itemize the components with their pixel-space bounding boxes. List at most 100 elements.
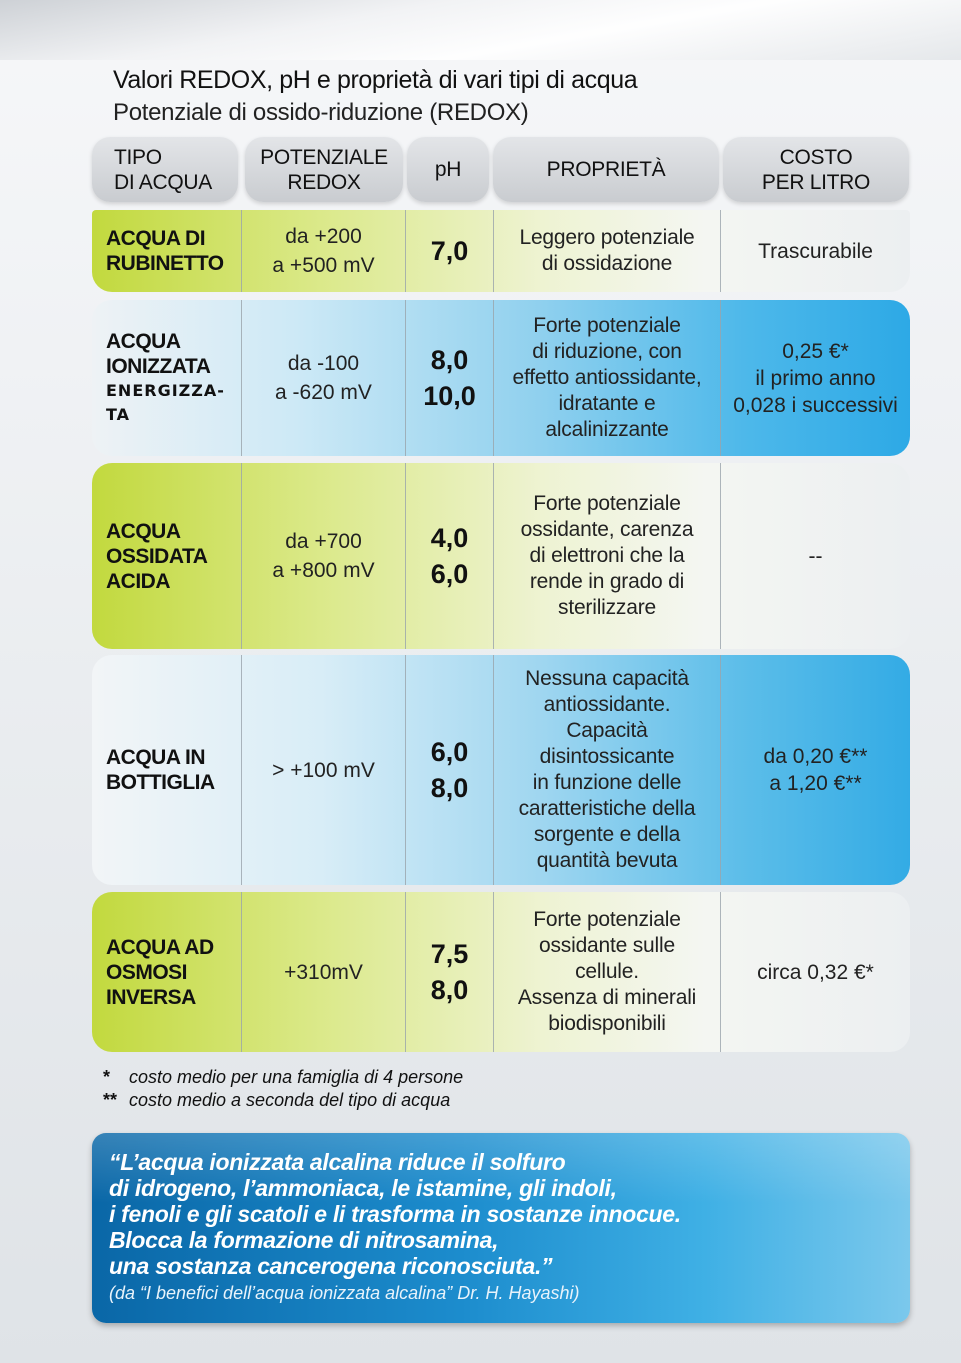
cell-type: ACQUA AD OSMOSI INVERSA xyxy=(106,892,241,1052)
header-type: TIPO DI ACQUA xyxy=(92,137,238,202)
cell-properties: Nessuna capacità antiossidante. Capacità di… xyxy=(494,655,720,885)
cell-properties-line: rende in grado di xyxy=(529,570,685,593)
header-prop-label: PROPRIETÀ xyxy=(546,158,666,181)
cell-properties-line: alcalinizzante xyxy=(545,418,669,441)
header-type-line2: DI ACQUA xyxy=(114,170,212,194)
cell-properties-line: ossidante sulle xyxy=(539,934,675,957)
cell-properties-line: Forte potenziale xyxy=(533,908,681,931)
column-divider xyxy=(720,463,721,649)
cell-cost-line: da 0,20 €** xyxy=(763,745,868,768)
column-divider xyxy=(493,655,494,885)
footnote-mark: ** xyxy=(103,1090,118,1110)
cell-cost-line: il primo anno xyxy=(755,366,876,390)
cell-ph: 8,0 10,0 xyxy=(406,300,493,456)
cell-cost-line: circa 0,32 €* xyxy=(757,960,874,984)
cell-cost: circa 0,32 €* xyxy=(721,892,910,1052)
cell-properties-line: di elettroni che la xyxy=(529,544,685,567)
cell-properties-line: di riduzione, con xyxy=(532,340,682,363)
cell-cost-line: 0,028 i successivi xyxy=(733,393,898,417)
cell-ph-line: 6,0 xyxy=(430,737,469,767)
footnote-mark: * xyxy=(103,1067,111,1087)
cell-redox-line: da +200 xyxy=(285,225,362,248)
footnote-text: costo medio per una famiglia di 4 person… xyxy=(129,1067,464,1087)
column-divider xyxy=(241,463,242,649)
cell-ph: 7,5 8,0 xyxy=(406,892,493,1052)
table-row: ACQUA IONIZZATA ENERGIZZA- TA da -100 a -620 … xyxy=(92,300,910,456)
cell-redox-line: a +500 mV xyxy=(272,254,375,277)
quote-text: “L’acqua ionizzata alcalina riduce il so… xyxy=(109,1149,681,1279)
cell-type-line: IONIZZATA xyxy=(106,355,211,378)
cell-ph-line: 8,0 xyxy=(430,975,469,1005)
row-background xyxy=(92,210,910,292)
column-divider xyxy=(493,210,494,292)
column-divider xyxy=(720,300,721,456)
footnote-1: * costo medio per una famiglia di 4 perso… xyxy=(103,1066,463,1089)
cell-properties-line: Capacità xyxy=(566,719,648,742)
cell-redox-line: > +100 mV xyxy=(272,758,375,782)
cell-properties-line: Leggero potenziale xyxy=(519,226,695,249)
header-prop: PROPRIETÀ xyxy=(493,137,719,202)
cell-properties-line: sterilizzare xyxy=(558,596,656,619)
footnote-2: ** costo medio a seconda del tipo di acqu… xyxy=(103,1089,463,1112)
row-background xyxy=(92,655,910,885)
table-row: ACQUA IN BOTTIGLIA > +100 mV 6,0 8,0 Nessuna … xyxy=(92,655,910,885)
column-divider xyxy=(405,463,406,649)
cell-properties-line: Assenza di minerali xyxy=(517,986,697,1009)
quote-line: “L’acqua ionizzata alcalina riduce il so… xyxy=(109,1149,566,1175)
header-redox-line1: POTENZIALE xyxy=(260,145,388,169)
cell-cost-line: a 1,20 €** xyxy=(769,772,862,795)
cell-type: ACQUA DI RUBINETTO xyxy=(106,210,241,292)
quote-line: una sostanza cancerogena riconosciuta.” xyxy=(109,1253,553,1279)
cell-type-line: ACQUA AD xyxy=(106,935,214,959)
quote-line: di idrogeno, l’ammoniaca, le istamine, g… xyxy=(109,1175,617,1201)
cell-ph-line: 7,0 xyxy=(430,236,469,266)
cell-cost: Trascurabile xyxy=(721,210,910,292)
footnotes: * costo medio per una famiglia di 4 perso… xyxy=(103,1066,463,1112)
cell-properties: Forte potenziale ossidante sulle cellule. A… xyxy=(494,892,720,1052)
column-divider xyxy=(493,892,494,1052)
cell-redox: +310mV xyxy=(242,892,405,1052)
header-type-line1: TIPO xyxy=(114,145,162,169)
cell-type-line: INVERSA xyxy=(106,985,196,1009)
cell-redox-line: da +700 xyxy=(285,530,362,553)
cell-properties-line: effetto antiossidante, xyxy=(512,366,702,389)
cell-cost: 0,25 €* il primo anno 0,028 i successivi xyxy=(721,300,910,456)
cell-redox-line: +310mV xyxy=(284,960,363,984)
cell-type-line: ACIDA xyxy=(106,569,171,593)
table-row: ACQUA OSSIDATA ACIDA da +700 a +800 mV 4,0 6,0… xyxy=(92,463,910,649)
cell-cost-line: Trascurabile xyxy=(758,239,873,263)
cell-properties-line: cellule. xyxy=(575,960,639,983)
cell-type-line: ACQUA IN xyxy=(106,746,206,769)
table-row: ACQUA DI RUBINETTO da +200 a +500 mV 7,0 Legg… xyxy=(92,210,910,292)
cell-type-line: ACQUA xyxy=(106,519,181,543)
column-divider xyxy=(493,463,494,649)
cell-properties-line: in funzione delle xyxy=(532,771,682,794)
footnote-text: costo medio a seconda del tipo di acqua xyxy=(129,1090,451,1110)
cell-ph: 6,0 8,0 xyxy=(406,655,493,885)
header-cost-line1: COSTO xyxy=(779,145,853,169)
column-divider xyxy=(493,300,494,456)
cell-type-line: OSSIDATA xyxy=(106,544,208,568)
cell-properties-line: quantità bevuta xyxy=(536,849,678,872)
cell-cost-line: 0,25 €* xyxy=(782,339,849,363)
cell-redox: da -100 a -620 mV xyxy=(242,300,405,456)
cell-redox-line: a -620 mV xyxy=(275,381,372,404)
cell-cost: da 0,20 €** a 1,20 €** xyxy=(721,655,910,885)
header-cost-line2: PER LITRO xyxy=(761,170,871,194)
cell-ph-line: 7,5 xyxy=(430,939,469,969)
header-cost: COSTO PER LITRO xyxy=(723,137,909,202)
cell-ph-line: 10,0 xyxy=(423,381,476,411)
cell-ph-line: 8,0 xyxy=(430,345,469,375)
header-redox-line2: REDOX xyxy=(287,170,361,194)
cell-type-small-line: ENERGIZZA- xyxy=(106,381,225,400)
cell-type: ACQUA OSSIDATA ACIDA xyxy=(106,463,241,649)
cell-redox: da +700 a +800 mV xyxy=(242,463,405,649)
top-decoration xyxy=(0,0,961,60)
row-background xyxy=(92,300,910,456)
page-subtitle: Potenziale di ossido-riduzione (REDOX) xyxy=(113,99,529,126)
cell-type-line: OSMOSI xyxy=(106,960,188,984)
cell-properties: Leggero potenziale di ossidazione xyxy=(494,210,720,292)
column-divider xyxy=(720,892,721,1052)
cell-type-line: ACQUA DI xyxy=(106,227,206,250)
cell-type: ACQUA IN BOTTIGLIA xyxy=(106,655,241,885)
